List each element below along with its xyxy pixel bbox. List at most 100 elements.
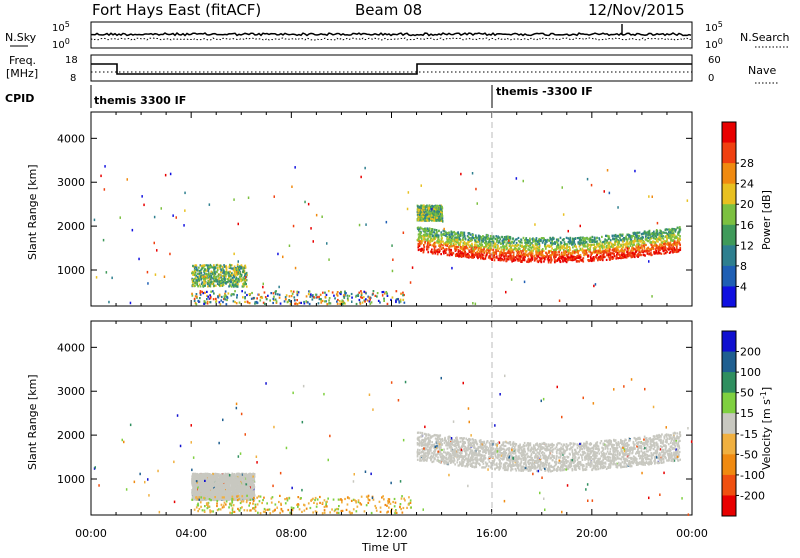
data-cell [225,282,227,284]
data-cell [423,234,425,236]
data-cell [400,293,402,295]
data-cell [556,457,558,459]
data-cell [505,291,507,294]
data-cell [525,240,527,242]
data-cell [273,292,275,294]
data-cell [576,255,578,257]
data-cell [233,273,235,275]
data-cell [232,284,234,286]
data-cell [591,252,593,254]
data-cell [455,249,457,251]
data-cell [217,295,219,297]
data-cell [654,244,656,246]
data-cell [508,252,510,254]
nsearch-trace [91,38,691,40]
data-cell [528,245,530,247]
data-cell [601,236,603,238]
data-cell [468,249,470,251]
data-cell [255,301,257,303]
data-cell [295,267,297,270]
data-cell [482,251,484,253]
data-cell [668,231,670,233]
data-cell [661,446,663,448]
data-cell [192,285,194,287]
data-cell [582,459,584,461]
data-cell [245,266,247,268]
data-cell [309,291,311,293]
nsearch-tick-top: 105 [705,20,723,34]
data-cell [579,237,581,239]
data-cell [575,245,577,247]
data-cell [618,242,620,244]
data-cell [472,254,474,256]
data-cell [418,219,420,221]
data-cell [256,297,258,299]
data-cell [553,249,555,251]
data-cell [213,292,215,294]
data-cell [220,268,222,270]
data-cell [206,298,208,300]
data-cell [476,247,478,249]
data-cell [605,235,607,237]
data-cell [459,250,461,252]
data-cell [313,240,315,243]
data-cell [500,246,502,248]
data-cell [556,448,558,450]
date-title: 12/Nov/2015 [588,1,685,19]
data-cell [207,282,209,284]
data-cell [215,280,217,282]
data-cell [272,302,274,304]
data-cell [538,239,540,241]
data-cell [561,246,563,248]
data-cell [532,255,534,257]
data-cell [586,237,588,239]
data-cell [632,256,634,258]
data-cell [218,284,220,286]
data-cell [651,233,653,235]
data-cell [351,301,353,304]
data-cell [501,254,503,256]
data-cell [608,238,610,240]
data-cell [647,240,649,242]
data-cell [199,297,201,299]
data-cell [548,251,550,253]
data-cell [201,291,203,293]
data-cell [369,300,371,302]
data-cell [155,273,157,276]
data-cell [156,249,158,252]
data-cell [474,254,476,256]
data-cell [490,249,492,251]
data-cell [513,252,515,254]
data-cell [237,279,239,281]
data-cell [215,273,217,275]
data-cell [674,249,676,251]
data-cell [211,281,213,283]
nsky-trace [91,33,691,35]
data-cell [542,254,544,256]
data-cell [622,252,624,254]
data-cell [599,248,601,250]
data-cell [369,298,371,300]
data-cell [461,248,463,250]
data-cell [606,453,608,455]
data-cell [508,242,510,244]
data-cell [646,238,648,240]
data-cell [584,239,586,241]
data-cell [221,296,223,298]
data-cell [663,250,665,252]
data-cell [606,246,608,248]
data-cell [568,253,570,255]
data-cell [423,244,425,246]
data-cell [483,248,485,250]
data-cell [672,231,674,233]
data-cell [456,246,458,248]
data-cell [426,205,428,207]
data-cell [108,301,110,304]
data-cell [285,298,287,300]
data-cell [212,283,214,285]
data-cell [106,271,108,274]
data-cell [267,295,269,297]
data-cell [279,297,281,299]
data-cell [204,276,206,279]
data-cell [517,258,519,260]
